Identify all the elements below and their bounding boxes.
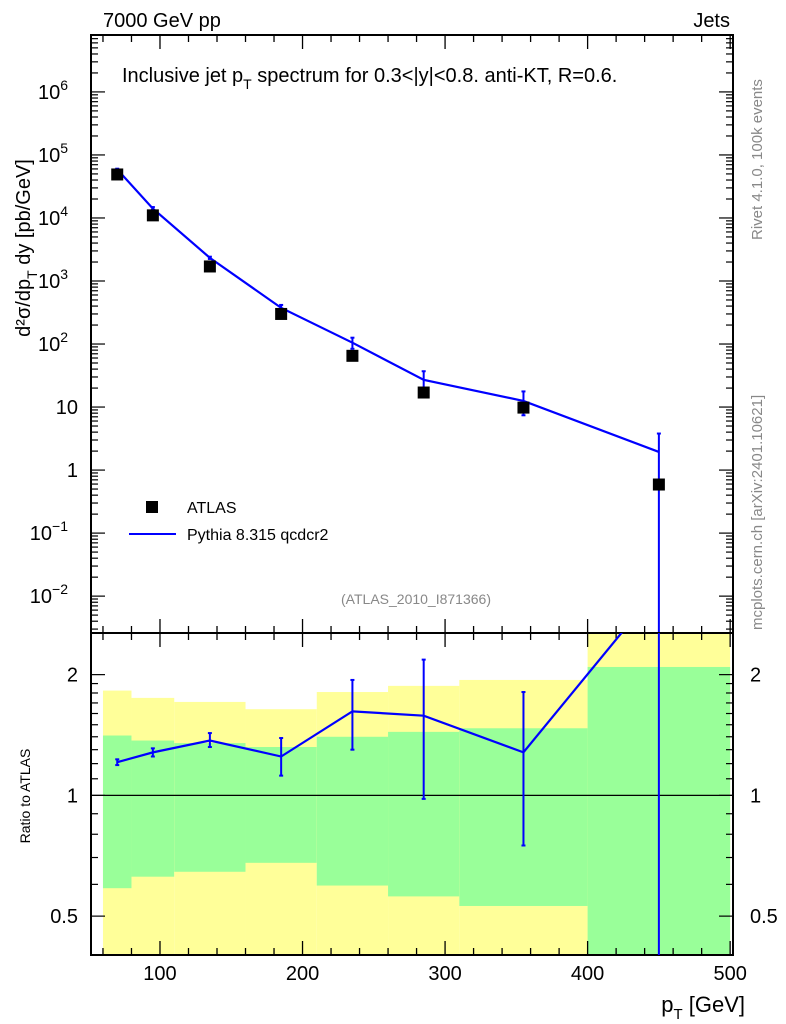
main-plot: 10−2 10−1 1 10 102 103 104 105 106	[30, 34, 734, 955]
atlas-data-point	[417, 386, 430, 399]
watermark: (ATLAS_2010_I871366)	[341, 591, 491, 607]
header-left: 7000 GeV pp	[103, 10, 221, 32]
legend: ATLAS Pythia 8.315 qcdcr2	[129, 500, 329, 544]
atlas-data-point	[111, 168, 124, 181]
atlas-data-point	[517, 401, 530, 414]
x-tick-label: 100	[143, 963, 176, 985]
ratio-pythia-line	[116, 633, 623, 764]
inner-band-bin	[174, 743, 246, 872]
x-axis-label: pT [GeV]	[661, 992, 745, 1023]
y-tick-label: 1	[67, 460, 78, 482]
legend-atlas-marker	[146, 501, 158, 513]
y-tick-label: 10−1	[30, 518, 68, 545]
ratio-y-tick-label-right: 2	[750, 665, 761, 687]
ratio-y-tick-label: 2	[67, 665, 78, 687]
y-tick-label: 104	[38, 203, 68, 230]
ratio-y-tick-label-right: 0.5	[750, 906, 778, 928]
ratio-frame	[90, 632, 734, 956]
ratio-y-tick-label: 0.5	[50, 906, 78, 928]
x-tick-label: 400	[571, 963, 604, 985]
atlas-data-point	[346, 349, 359, 362]
x-tick-label: 300	[428, 963, 461, 985]
x-tick-label: 200	[286, 963, 319, 985]
header-right: Jets	[693, 10, 730, 32]
ratio-plot: 100 200 300 400 500 0.5 0.5 1 1 2 2	[50, 632, 778, 985]
pythia-line	[116, 168, 660, 453]
y-tick-label: 102	[38, 329, 68, 356]
main-title: Inclusive jet pT spectrum for 0.3<|y|<0.…	[122, 65, 617, 92]
atlas-data-point	[652, 478, 665, 491]
inner-band-bin	[131, 740, 175, 877]
main-y-axis-label: d²σ/dpT dy [pb/GeV]	[13, 159, 40, 337]
ratio-y-axis-label: Ratio to ATLAS	[17, 749, 33, 844]
x-tick-label: 500	[713, 963, 746, 985]
atlas-data-point	[275, 307, 288, 320]
ratio-y-tick-label-right: 1	[750, 785, 761, 807]
ratio-y-tick-label: 1	[67, 785, 78, 807]
atlas-data-point	[203, 260, 216, 273]
ratio-bands	[102, 633, 731, 955]
legend-atlas-label: ATLAS	[187, 500, 237, 517]
mcplots-label: mcplots.cern.ch [arXiv:2401.10621]	[749, 395, 766, 630]
y-tick-label: 106	[38, 77, 68, 104]
y-tick-label: 105	[38, 140, 68, 167]
legend-pythia-label: Pythia 8.315 qcdcr2	[187, 527, 329, 544]
rivet-label: Rivet 4.1.0, 100k events	[749, 79, 766, 240]
y-tick-label: 103	[38, 266, 68, 293]
y-tick-label: 10−2	[30, 581, 68, 608]
y-tick-label: 10	[56, 397, 78, 419]
inner-band-bin	[316, 736, 389, 886]
atlas-data-point	[146, 209, 159, 222]
